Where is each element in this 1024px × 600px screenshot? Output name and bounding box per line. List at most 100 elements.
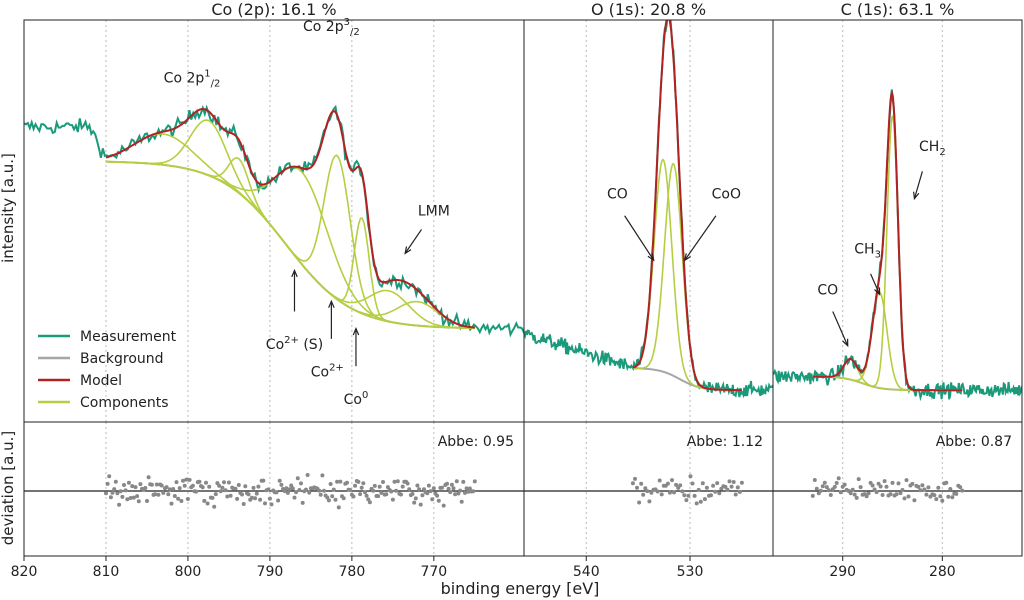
residual-point (381, 480, 385, 484)
annotation-label: Co2+ (S) (266, 335, 323, 353)
residual-point (371, 488, 376, 493)
residual-point (212, 504, 217, 509)
legend-label: Background (80, 351, 164, 367)
residual-point (430, 497, 435, 502)
residual-point (418, 502, 423, 507)
residual-point (639, 481, 644, 486)
residual-point (213, 492, 218, 497)
residual-point (680, 489, 685, 494)
residual-point (635, 485, 639, 490)
residual-point (958, 485, 963, 490)
residual-point (348, 488, 353, 493)
residual-point (898, 491, 903, 496)
residual-point (249, 495, 254, 500)
panel-title: Co (2p): 16.1 % (211, 0, 336, 19)
residual-point (725, 487, 730, 492)
residual-point (225, 494, 230, 499)
panel-frame-bottom (772, 421, 1023, 557)
model-line-o (632, 20, 742, 392)
residual-point (818, 488, 823, 493)
residual-point (297, 488, 302, 492)
residual-point (407, 487, 412, 492)
annotation-arrow (832, 311, 849, 346)
residual-point (220, 485, 225, 490)
x-tick-label: 540 (573, 564, 600, 580)
residual-point (154, 482, 159, 487)
residual-point (415, 483, 420, 488)
residual-point (253, 496, 258, 501)
residual-point (363, 490, 367, 495)
residual-point (696, 487, 701, 492)
residual-point (420, 493, 425, 498)
annotation-arrowhead (291, 268, 298, 278)
residual-point (900, 488, 905, 492)
residual-point (153, 492, 158, 497)
residual-point (197, 479, 202, 484)
residual-point (630, 481, 635, 486)
residual-point (820, 484, 825, 489)
annotation-arrowhead (647, 253, 655, 262)
residual-point (218, 489, 223, 494)
residual-point (202, 498, 207, 503)
residual-point (659, 492, 664, 497)
residual-point (105, 481, 110, 486)
residual-point (405, 481, 410, 486)
residual-point (108, 495, 113, 500)
legend-label: Components (80, 395, 169, 411)
residual-point (733, 492, 738, 497)
annotation-label: Co 2p3/2 (303, 17, 360, 38)
residual-point (172, 494, 177, 498)
residual-point (810, 493, 815, 498)
residual-point (850, 487, 855, 492)
residual-point (814, 486, 819, 491)
residual-point (459, 499, 464, 504)
annotation-arrow (684, 215, 717, 261)
residual-point (874, 490, 879, 495)
annotation-label: Co2+ (311, 362, 344, 380)
residual-point (954, 491, 959, 496)
x-tick-label: 820 (11, 564, 38, 580)
residual-point (426, 483, 431, 488)
residual-point (686, 493, 691, 498)
residual-point (236, 483, 241, 487)
x-tick-label: 530 (677, 564, 704, 580)
residual-point (190, 483, 195, 488)
residual-point (717, 491, 722, 496)
residual-point (466, 489, 471, 494)
residual-point (854, 495, 859, 500)
residual-point (285, 490, 290, 495)
residual-point (737, 489, 742, 494)
residual-point (120, 494, 125, 499)
residual-point (856, 477, 861, 482)
residual-point (123, 488, 128, 493)
residual-point (161, 490, 166, 495)
residual-point (828, 493, 833, 497)
residual-point (331, 487, 336, 492)
residual-point (688, 474, 693, 479)
residual-point (723, 484, 728, 489)
residual-point (399, 492, 403, 497)
residual-point (678, 483, 683, 488)
plot-area-co (24, 104, 524, 338)
residual-point (812, 478, 817, 482)
component-line-co-3 (106, 160, 475, 329)
residual-point (682, 493, 687, 498)
residual-point (709, 493, 713, 498)
panel-title: O (1s): 20.8 % (591, 0, 706, 19)
x-tick-label: 780 (339, 564, 366, 580)
abbe-label: Abbe: 0.95 (438, 434, 514, 450)
residual-point (294, 490, 299, 495)
residual-point (110, 490, 115, 495)
residual-point (824, 485, 829, 490)
residual-point (228, 493, 233, 498)
residual-point (166, 492, 171, 497)
annotation-arrowhead (328, 299, 335, 308)
residual-point (376, 494, 381, 499)
residual-point (944, 480, 949, 485)
residual-point (187, 477, 192, 482)
residual-point (637, 500, 642, 505)
residual-point (179, 499, 184, 503)
x-tick-label: 790 (257, 564, 284, 580)
residual-point (890, 480, 895, 485)
residual-point (126, 480, 131, 485)
